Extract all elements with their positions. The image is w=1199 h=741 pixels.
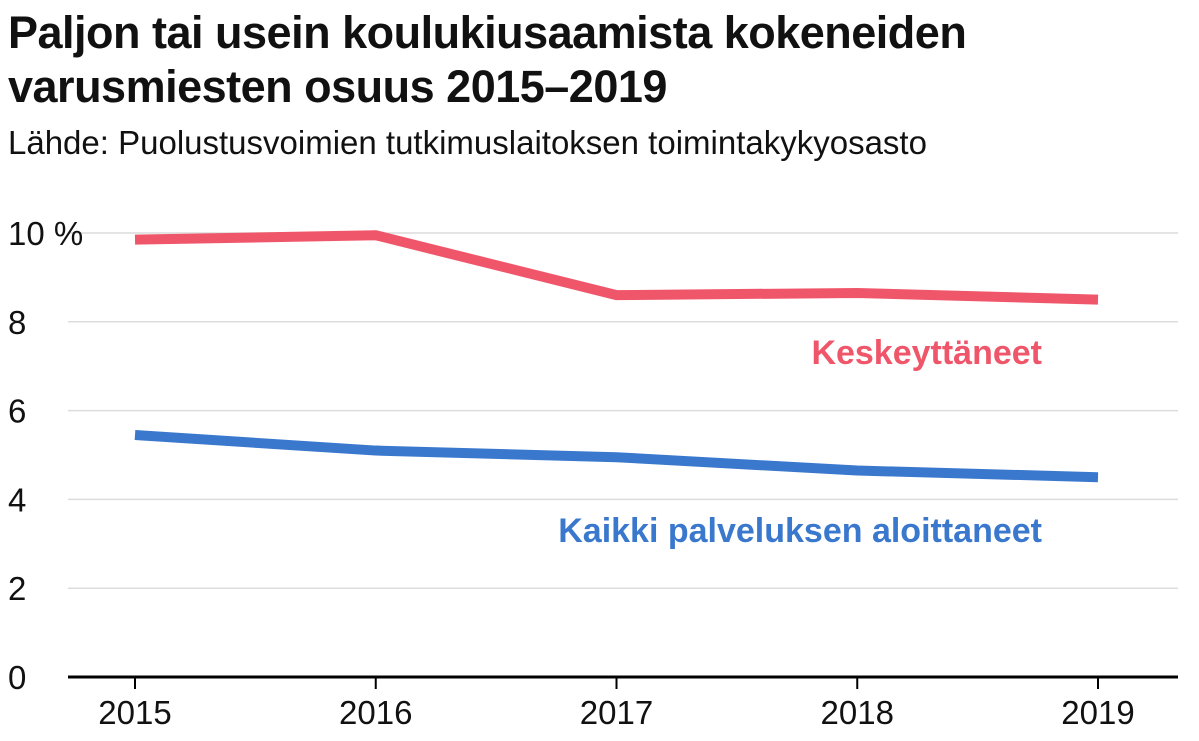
y-tick-label: 10 % [8, 215, 83, 252]
x-tick-label: 2015 [98, 694, 171, 731]
series-lines [134, 230, 1099, 483]
series-line-0 [134, 230, 1099, 305]
series-label-kaikki: Kaikki palveluksen aloittaneet [558, 512, 1042, 550]
series-line-1 [134, 430, 1099, 483]
series-label-keskeyttaneet: Keskeyttäneet [811, 334, 1042, 372]
x-axis: 2015 2016 2017 2018 2019 [98, 677, 1135, 731]
y-tick-label: 2 [8, 570, 26, 607]
x-tick-label: 2017 [580, 694, 653, 731]
y-tick-label: 8 [8, 304, 26, 341]
chart-title: Paljon tai usein koulukiusaamista kokene… [8, 7, 967, 112]
y-tick-label: 6 [8, 393, 26, 430]
x-tick-label: 2019 [1061, 694, 1134, 731]
x-tick-label: 2016 [339, 694, 412, 731]
y-tick-label: 4 [8, 481, 26, 518]
chart-source: Lähde: Puolustusvoimien tutkimuslaitokse… [8, 124, 927, 161]
x-tick-label: 2018 [821, 694, 894, 731]
y-axis: 0 2 4 6 8 10 % [8, 215, 83, 696]
y-tick-label: 0 [8, 659, 26, 696]
